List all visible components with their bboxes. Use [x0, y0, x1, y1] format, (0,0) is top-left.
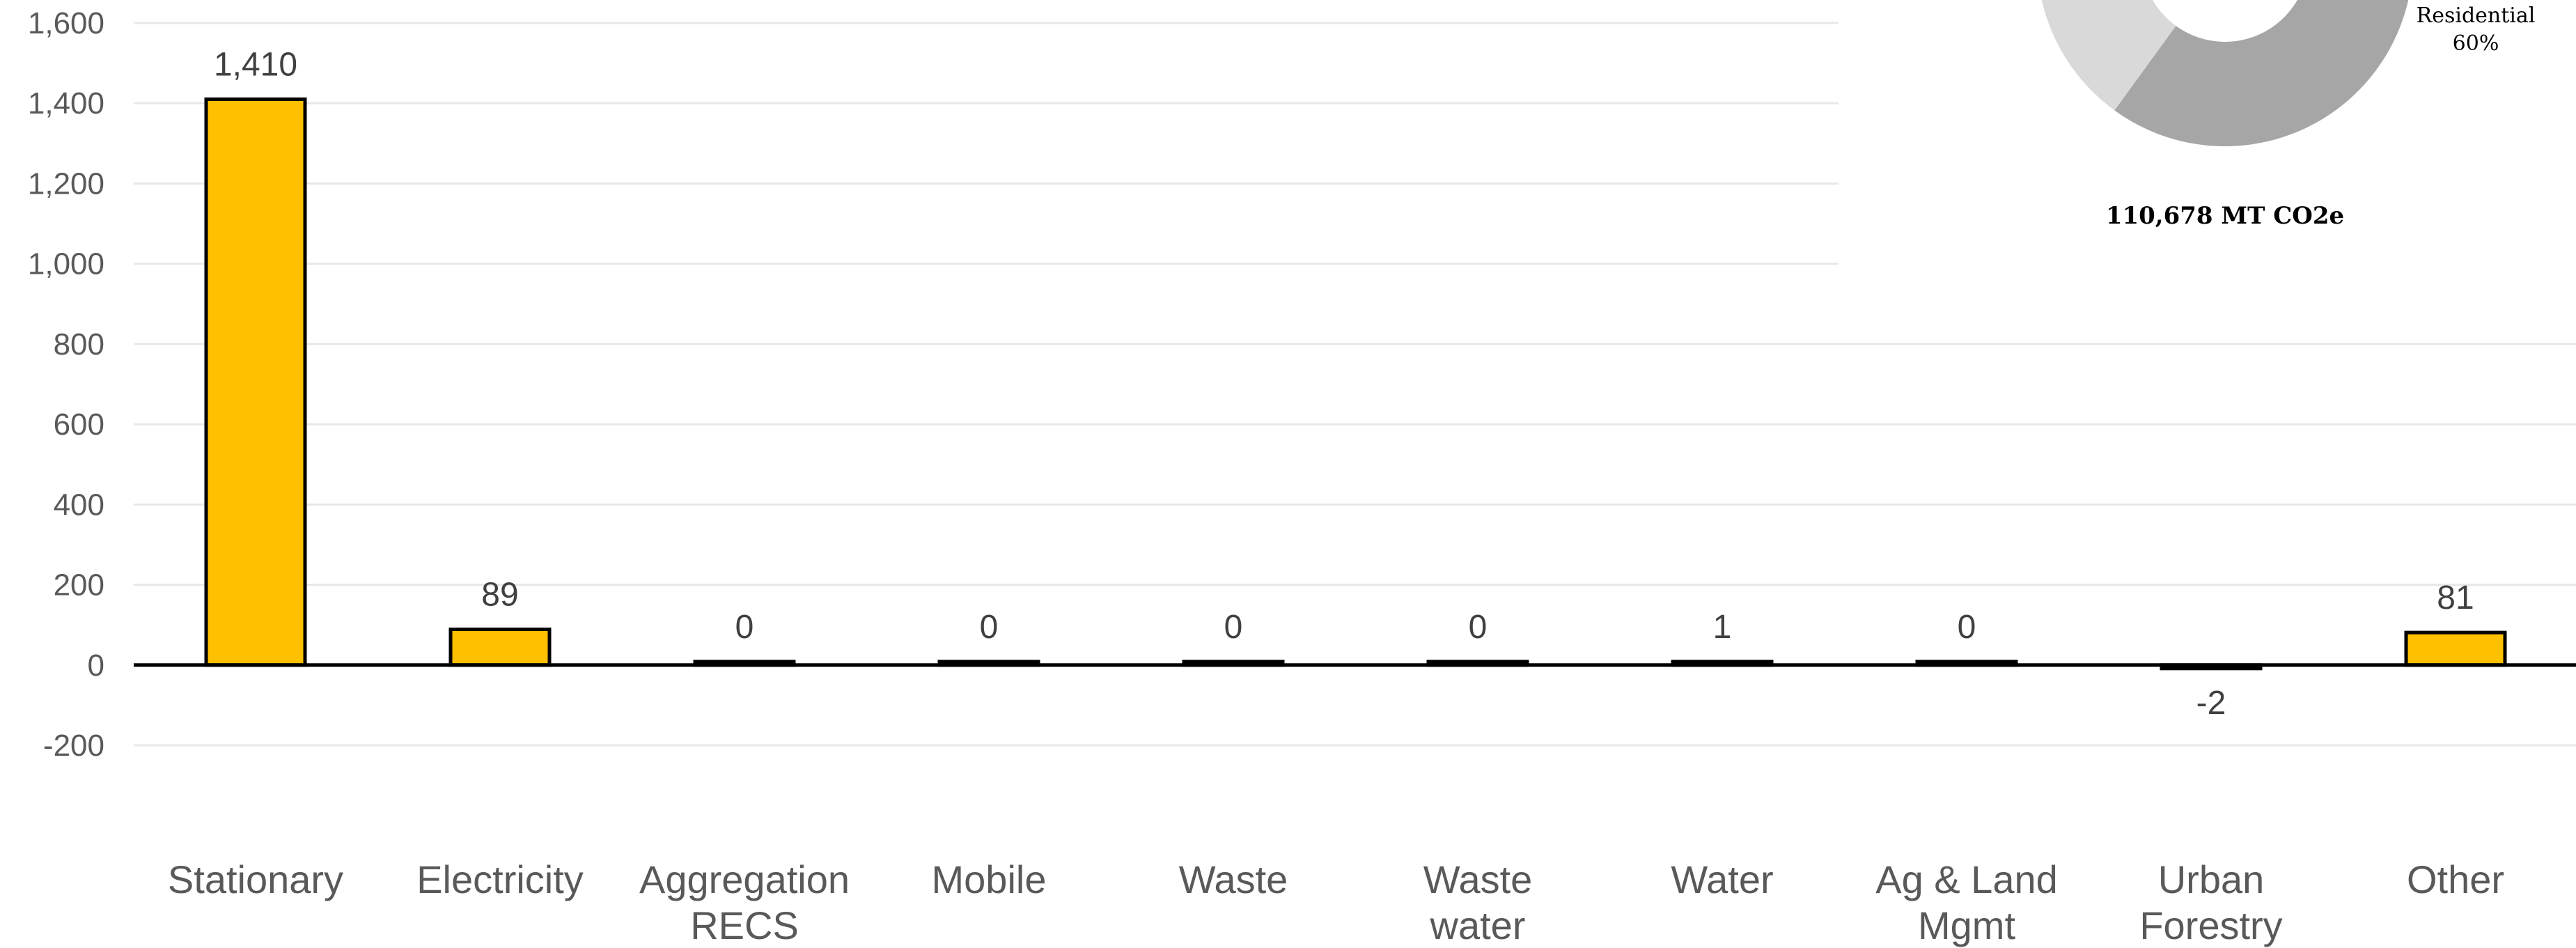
y-tick-label: 400 [54, 488, 104, 522]
category-label: Waste [1423, 857, 1533, 901]
bar [2404, 630, 2507, 667]
category-label: Forestry [2139, 903, 2282, 947]
bar [204, 97, 307, 667]
data-label: 0 [1224, 609, 1243, 646]
data-label: 0 [1469, 609, 1488, 646]
category-label: Mgmt [1918, 903, 2015, 947]
category-label: water [1430, 903, 1526, 947]
y-tick-label: 1,000 [28, 247, 104, 281]
donut-slice-label-pct: 60% [2453, 31, 2499, 56]
y-tick-label: 600 [54, 407, 104, 442]
y-tick-label: 0 [88, 648, 104, 683]
data-labels: 1,410 89 0 0 0 0 1 0 -2 81 [214, 46, 2474, 721]
category-label: Aggregation [639, 857, 850, 901]
y-axis-ticks: 1,600 1,400 1,200 1,000 800 600 400 200 0 -200 [28, 6, 104, 763]
donut-slice-other [2041, 0, 2176, 111]
y-tick-label: 1,600 [28, 6, 104, 40]
bar [448, 628, 552, 667]
data-label: 0 [735, 609, 754, 646]
data-label: 1,410 [214, 46, 297, 83]
category-label: Stationary [168, 857, 343, 901]
bars [204, 97, 2507, 671]
category-label: Water [1671, 857, 1773, 901]
donut-total-label: 110,678 MT CO2e [2106, 202, 2344, 230]
category-label: Mobile [932, 857, 1047, 901]
data-label: 89 [481, 577, 518, 614]
gridlines [134, 22, 2576, 747]
category-label: RECS [690, 903, 799, 947]
data-label: 1 [1713, 609, 1732, 646]
category-label: Other [2407, 857, 2504, 901]
inset-donut-chart: Residential 60% 110,678 MT CO2e [2041, 0, 2536, 230]
y-tick-label: 1,400 [28, 86, 104, 121]
data-label: -2 [2196, 685, 2226, 722]
category-label: Urban [2158, 857, 2265, 901]
data-label: 81 [2437, 580, 2474, 616]
y-tick-label: 1,200 [28, 166, 104, 201]
category-label: Waste [1179, 857, 1288, 901]
y-tick-label: 800 [54, 327, 104, 362]
y-tick-label: 200 [54, 568, 104, 603]
category-label: Ag & Land [1875, 857, 2058, 901]
data-label: 0 [980, 609, 999, 646]
donut-slice-residential [2114, 0, 2409, 146]
y-tick-label: -200 [43, 729, 104, 763]
data-label: 0 [1958, 609, 1976, 646]
category-label: Electricity [416, 857, 584, 901]
donut-slice-label-name: Residential [2417, 3, 2536, 28]
